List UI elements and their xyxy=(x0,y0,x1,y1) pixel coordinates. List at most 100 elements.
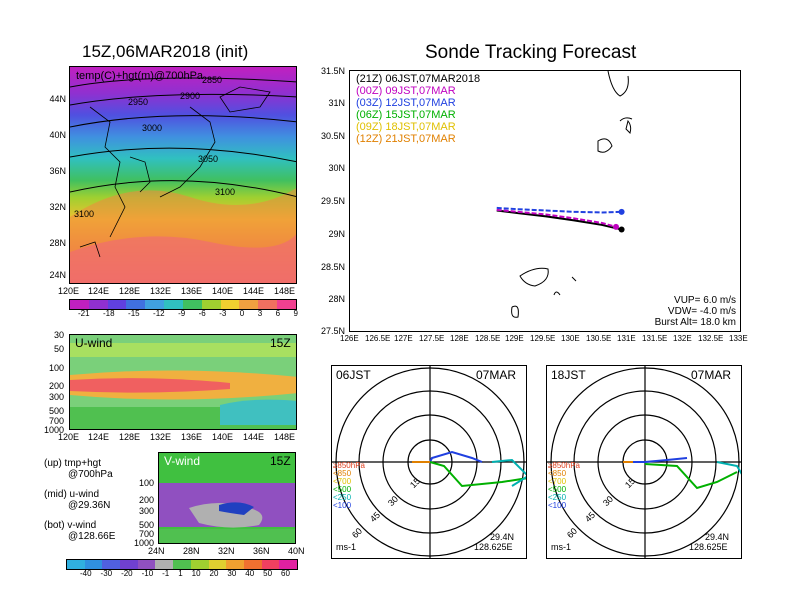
colorbar-tick: -10 xyxy=(141,569,154,578)
polar-legend-entry: ≥850hPa xyxy=(548,461,580,470)
temperature-map: 2850 2900 2950 3000 3050 3100 3100 xyxy=(69,66,297,284)
contour-label: 3000 xyxy=(142,123,162,133)
legend-entry: (06Z) 15JST,07MAR xyxy=(356,109,456,121)
lat-tick: 44N xyxy=(49,94,66,104)
lat-tick: 32N xyxy=(218,546,235,556)
polar-legend-entry: <100 xyxy=(548,501,567,510)
lat-tick: 24N xyxy=(148,546,165,556)
polar-legend-entry: <700 xyxy=(333,477,352,486)
wind-colorbar xyxy=(66,559,298,570)
trajectory-line xyxy=(496,208,617,228)
colorbar-tick: -9 xyxy=(178,309,186,318)
trajectory-line xyxy=(496,209,622,231)
legend-entry: (03Z) 12JST,07MAR xyxy=(356,97,456,109)
colorbar-tick: 0 xyxy=(239,309,245,318)
lon-tick: 120E xyxy=(58,286,80,296)
y-tick: 28.5N xyxy=(320,262,345,272)
lon-tick: 132E xyxy=(150,286,172,296)
tracking-legend: (21Z) 06JST,07MAR2018 (00Z) 09JST,07MAR … xyxy=(356,73,480,145)
x-tick: 131E xyxy=(617,334,636,343)
lon-tick: 132E xyxy=(150,432,172,442)
coastline xyxy=(511,71,633,318)
temperature-colorbar-labels: -21 -18 -15 -12 -9 -6 -3 0 3 6 9 xyxy=(78,309,298,319)
polar-time-label: 18JST xyxy=(551,368,586,382)
colorbar-tick: 20 xyxy=(209,569,219,578)
lon-tick: 120E xyxy=(58,432,80,442)
polar-legend-entry: <250 xyxy=(333,493,352,502)
lat-tick: 32N xyxy=(49,202,66,212)
pressure-tick: 500 xyxy=(48,406,64,416)
legend-entry: (21Z) 06JST,07MAR2018 xyxy=(356,73,481,85)
polar-legend-entry: <850 xyxy=(548,469,567,478)
note-line: (bot) v-wind xyxy=(44,520,97,531)
v-wind-lat-axis: 24N 28N 32N 36N 40N xyxy=(148,546,306,558)
tracking-y-axis: 31.5N 31N 30.5N 30N 29.5N 29N 28.5N 28N … xyxy=(312,64,347,336)
polar-svg xyxy=(547,366,741,558)
v-wind-svg xyxy=(159,453,295,543)
lon-tick: 144E xyxy=(243,432,265,442)
tracking-title: Sonde Tracking Forecast xyxy=(425,42,637,63)
polar-legend-entry: <250 xyxy=(548,493,567,502)
lon-tick: 144E xyxy=(243,286,265,296)
colorbar-tick: 10 xyxy=(191,569,201,578)
x-tick: 130E xyxy=(561,334,580,343)
lon-tick: 128E xyxy=(119,286,141,296)
pressure-tick: 700 xyxy=(48,416,64,426)
v-wind-p-axis: 100 200 300 500 700 1000 xyxy=(126,470,156,550)
v-wind-panel xyxy=(158,452,296,544)
map-lat-axis: 44N 40N 36N 32N 28N 24N xyxy=(44,66,68,284)
colorbar-tick: 6 xyxy=(275,309,281,318)
pressure-tick: 500 xyxy=(138,520,154,530)
lat-tick: 40N xyxy=(49,130,66,140)
polar-legend-entry: ≥850hPa xyxy=(333,461,365,470)
trajectory-end-point xyxy=(618,226,625,233)
pressure-tick: 300 xyxy=(48,392,64,402)
colorbar-tick: 40 xyxy=(245,569,255,578)
lon-tick: 136E xyxy=(181,432,203,442)
pressure-tick: 1000 xyxy=(133,538,154,548)
polar-lon: 128.625E xyxy=(689,542,728,552)
colorbar-tick: 50 xyxy=(263,569,273,578)
contour-label: 2900 xyxy=(180,91,200,101)
note-line: (mid) u-wind xyxy=(44,489,100,500)
pressure-tick: 300 xyxy=(138,506,154,516)
colorbar-tick: 60 xyxy=(281,569,290,578)
map-label: temp(C)+hgt(m)@700hPa xyxy=(76,70,204,82)
u-wind-lon-axis: 120E 124E 128E 132E 136E 140E 144E 148E xyxy=(56,432,306,444)
polar-legend-entry: <850 xyxy=(333,469,352,478)
lat-tick: 40N xyxy=(288,546,305,556)
u-wind-label: U-wind xyxy=(75,336,113,350)
y-tick: 28N xyxy=(328,294,345,304)
sonde-params: VUP= 6.0 m/s VDW= -4.0 m/s Burst Alt= 18… xyxy=(650,295,736,328)
trajectory-line xyxy=(496,206,622,214)
lat-tick: 36N xyxy=(49,166,66,176)
colorbar-tick: -20 xyxy=(121,569,133,578)
y-tick: 30N xyxy=(328,163,345,173)
colorbar-tick: 3 xyxy=(257,309,263,318)
param-line: VUP= 6.0 m/s xyxy=(674,295,736,306)
lon-tick: 136E xyxy=(181,286,203,296)
colorbar-tick: -18 xyxy=(103,309,115,318)
pressure-tick: 200 xyxy=(48,381,64,391)
polar-lon: 128.625E xyxy=(474,542,513,552)
u-wind-svg xyxy=(70,335,296,429)
x-tick: 129E xyxy=(505,334,524,343)
polar-legend: ≥850hPa <850 <700 <500 <250 <100 xyxy=(333,462,365,510)
x-tick: 127.5E xyxy=(419,334,445,343)
u-wind-panel xyxy=(69,334,297,430)
polar-svg xyxy=(332,366,526,558)
trajectory-end-point xyxy=(618,208,625,215)
polar-legend-entry: <700 xyxy=(548,477,567,486)
x-tick: 128E xyxy=(450,334,469,343)
contour-label: 3050 xyxy=(198,154,218,164)
lon-tick: 140E xyxy=(212,432,234,442)
pressure-tick: 700 xyxy=(138,529,154,539)
temperature-map-svg: 2850 2900 2950 3000 3050 3100 3100 xyxy=(70,67,296,283)
colorbar-tick: -6 xyxy=(198,309,206,318)
polar-date-label: 07MAR xyxy=(476,368,517,382)
x-tick: 132.5E xyxy=(698,334,724,343)
colorbar-tick: 1 xyxy=(178,569,183,578)
colorbar-tick: -40 xyxy=(80,569,92,578)
contour-label: 3100 xyxy=(215,187,235,197)
lat-tick: 28N xyxy=(49,238,66,248)
